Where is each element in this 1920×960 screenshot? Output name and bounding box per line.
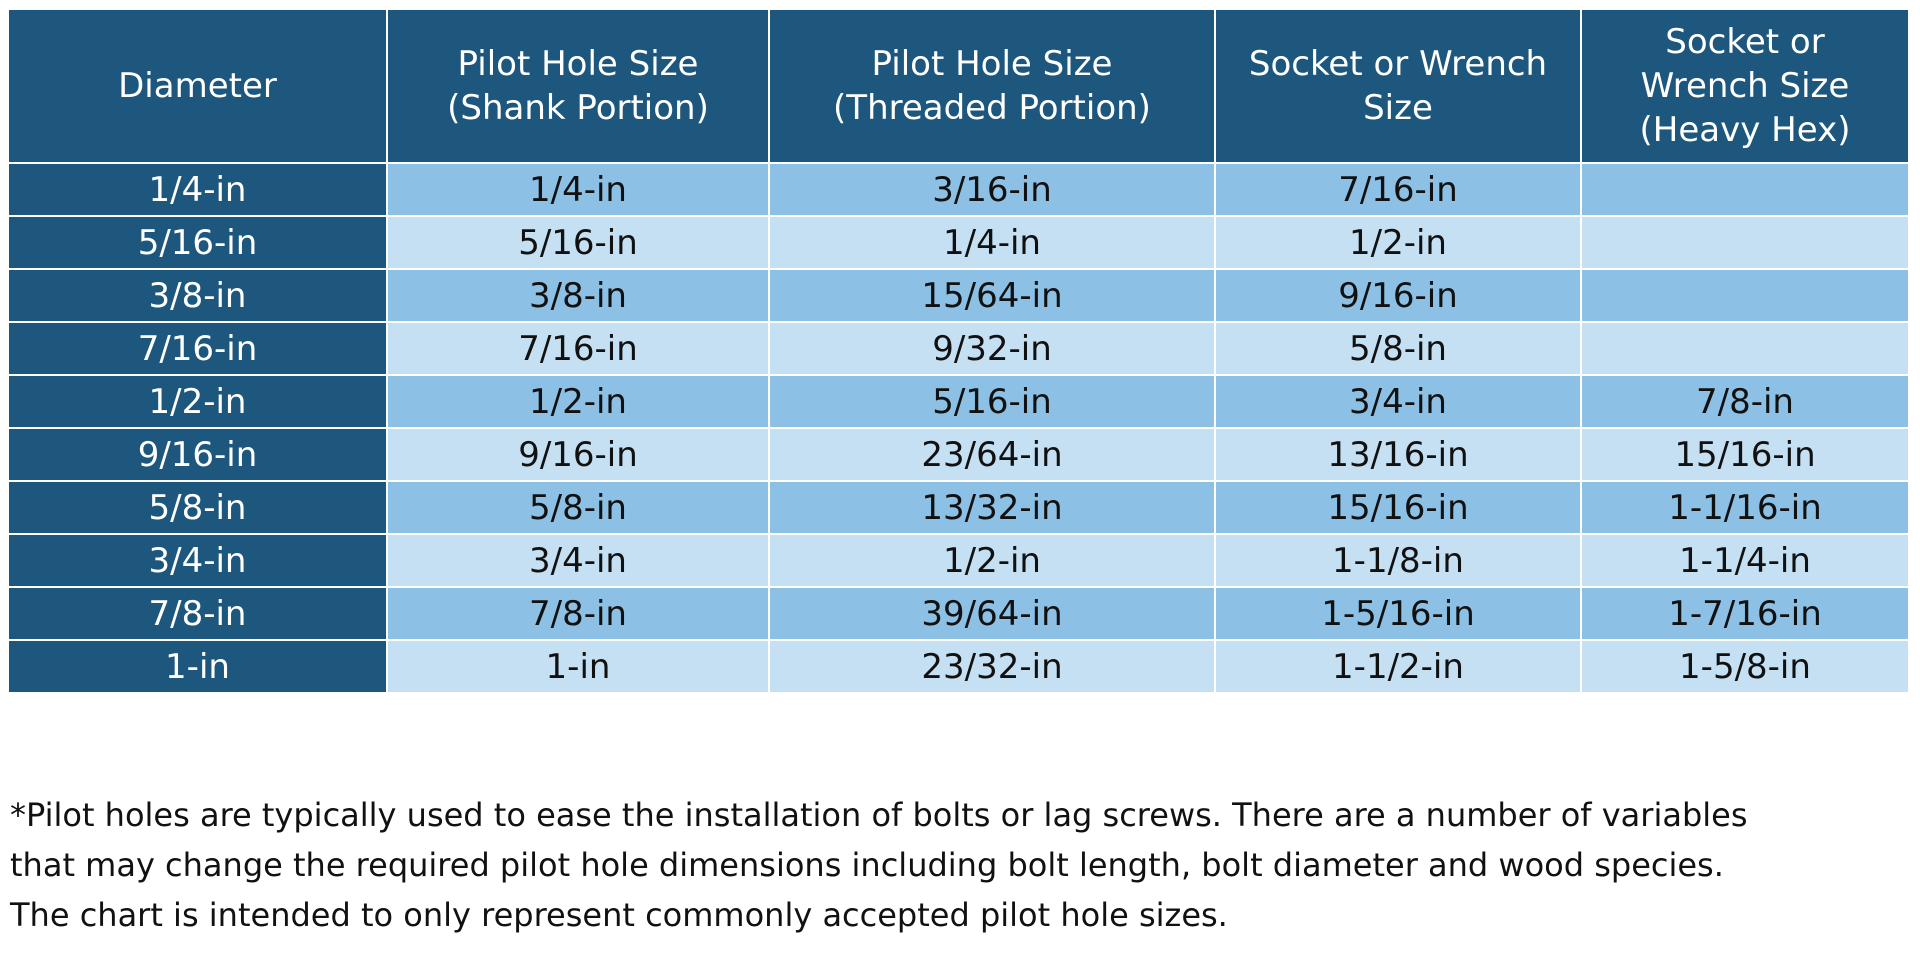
table-cell: 1-in <box>386 639 770 694</box>
table-row: 7/16-in 7/16-in 9/32-in 5/8-in <box>7 321 1910 376</box>
table-cell: 9/16-in <box>1214 268 1582 323</box>
table-cell: 3/4-in <box>1214 374 1582 429</box>
diameter-cell: 1/2-in <box>7 374 388 429</box>
column-header: Socket or Wrench Size (Heavy Hex) <box>1580 8 1910 164</box>
table-cell <box>1580 321 1910 376</box>
table-cell: 23/64-in <box>768 427 1216 482</box>
table-cell: 7/16-in <box>386 321 770 376</box>
column-header: Socket or Wrench Size <box>1214 8 1582 164</box>
header-row: Diameter Pilot Hole Size (Shank Portion) Pi… <box>7 8 1910 164</box>
table-cell: 1/4-in <box>386 162 770 217</box>
column-header-line: (Threaded Portion) <box>833 88 1151 128</box>
diameter-cell: 7/8-in <box>7 586 388 641</box>
footnote-line: *Pilot holes are typically used to ease … <box>10 796 1748 834</box>
table-cell: 5/16-in <box>768 374 1216 429</box>
diameter-cell: 7/16-in <box>7 321 388 376</box>
table-cell: 1-7/16-in <box>1580 586 1910 641</box>
table-cell: 3/16-in <box>768 162 1216 217</box>
table-cell: 3/8-in <box>386 268 770 323</box>
table-cell: 9/16-in <box>386 427 770 482</box>
table-row: 1/4-in 1/4-in 3/16-in 7/16-in <box>7 162 1910 217</box>
diameter-cell: 5/16-in <box>7 215 388 270</box>
diameter-cell: 1-in <box>7 639 388 694</box>
table-row: 9/16-in 9/16-in 23/64-in 13/16-in 15/16-in <box>7 427 1910 482</box>
column-header-line: Pilot Hole Size <box>871 44 1113 84</box>
table-cell: 3/4-in <box>386 533 770 588</box>
table-cell: 15/16-in <box>1214 480 1582 535</box>
table-cell: 1/2-in <box>1214 215 1582 270</box>
diameter-cell: 1/4-in <box>7 162 388 217</box>
column-header-line: Wrench Size <box>1640 66 1850 106</box>
table-cell: 1-1/8-in <box>1214 533 1582 588</box>
table-cell <box>1580 162 1910 217</box>
table-row: 3/4-in 3/4-in 1/2-in 1-1/8-in 1-1/4-in <box>7 533 1910 588</box>
table-cell: 1-5/8-in <box>1580 639 1910 694</box>
diameter-cell: 3/4-in <box>7 533 388 588</box>
table-cell: 1-1/2-in <box>1214 639 1582 694</box>
table-cell: 1/2-in <box>768 533 1216 588</box>
column-header-line: Size <box>1363 88 1433 128</box>
table-row: 5/16-in 5/16-in 1/4-in 1/2-in <box>7 215 1910 270</box>
table-cell: 9/32-in <box>768 321 1216 376</box>
table-cell: 15/16-in <box>1580 427 1910 482</box>
table-cell <box>1580 215 1910 270</box>
table-cell: 15/64-in <box>768 268 1216 323</box>
diameter-cell: 9/16-in <box>7 427 388 482</box>
column-header-line: Pilot Hole Size <box>457 44 699 84</box>
table-row: 7/8-in 7/8-in 39/64-in 1-5/16-in 1-7/16-in <box>7 586 1910 641</box>
table-cell: 13/16-in <box>1214 427 1582 482</box>
table-cell: 23/32-in <box>768 639 1216 694</box>
column-header-line: Socket or <box>1665 22 1825 62</box>
table-cell: 1-1/16-in <box>1580 480 1910 535</box>
table-cell: 5/16-in <box>386 215 770 270</box>
table-row: 5/8-in 5/8-in 13/32-in 15/16-in 1-1/16-in <box>7 480 1910 535</box>
column-header-line: (Heavy Hex) <box>1639 110 1851 150</box>
column-header: Diameter <box>7 8 388 164</box>
table-cell: 5/8-in <box>386 480 770 535</box>
table-cell: 1-1/4-in <box>1580 533 1910 588</box>
diameter-cell: 3/8-in <box>7 268 388 323</box>
table-cell <box>1580 268 1910 323</box>
column-header: Pilot Hole Size (Threaded Portion) <box>768 8 1216 164</box>
table-cell: 39/64-in <box>768 586 1216 641</box>
column-header-line: Socket or Wrench <box>1248 44 1548 84</box>
table-row: 3/8-in 3/8-in 15/64-in 9/16-in <box>7 268 1910 323</box>
table-cell: 13/32-in <box>768 480 1216 535</box>
footnote-line: The chart is intended to only represent … <box>10 896 1228 934</box>
table-row: 1/2-in 1/2-in 5/16-in 3/4-in 7/8-in <box>7 374 1910 429</box>
table-cell: 5/8-in <box>1214 321 1582 376</box>
table-cell: 1-5/16-in <box>1214 586 1582 641</box>
column-header: Pilot Hole Size (Shank Portion) <box>386 8 770 164</box>
footnote: *Pilot holes are typically used to ease … <box>10 790 1748 940</box>
table-cell: 7/8-in <box>386 586 770 641</box>
diameter-cell: 5/8-in <box>7 480 388 535</box>
footnote-line: that may change the required pilot hole … <box>10 846 1724 884</box>
column-header-line: Diameter <box>118 66 277 106</box>
column-header-line: (Shank Portion) <box>447 88 709 128</box>
table-row: 1-in 1-in 23/32-in 1-1/2-in 1-5/8-in <box>7 639 1910 694</box>
table-cell: 7/16-in <box>1214 162 1582 217</box>
table-cell: 1/4-in <box>768 215 1216 270</box>
pilot-hole-table: Diameter Pilot Hole Size (Shank Portion) Pi… <box>7 8 1910 694</box>
table-cell: 1/2-in <box>386 374 770 429</box>
table-cell: 7/8-in <box>1580 374 1910 429</box>
